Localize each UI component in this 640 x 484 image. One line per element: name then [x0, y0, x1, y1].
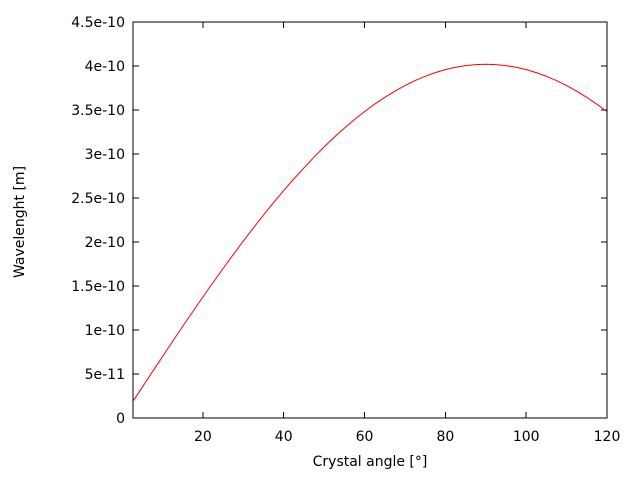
y-tick-label: 5e-11 — [85, 367, 125, 383]
y-tick-label: 2.5e-10 — [71, 191, 125, 207]
tick-marks — [133, 21, 608, 419]
x-tick-label: 60 — [356, 429, 374, 445]
y-tick-label: 1.5e-10 — [71, 279, 125, 295]
y-tick-label: 4e-10 — [85, 59, 125, 75]
x-tick-label: 100 — [513, 429, 540, 445]
y-axis-title: Wavelenght [m] — [12, 166, 28, 278]
x-tick-label: 120 — [594, 429, 621, 445]
series-lines — [132, 63, 608, 402]
tick-labels: 20 40 60 80 100 120 0 5e-11 1e-10 1.5e-10 2e-10 2.5… — [71, 15, 620, 445]
x-axis-title: Crystal angle [°] — [313, 454, 428, 470]
y-tick-label: 2e-10 — [85, 235, 125, 251]
data-curve-wavelength-curve — [132, 63, 608, 402]
y-tick-label: 0 — [116, 411, 125, 427]
plot-frame — [132, 21, 608, 419]
x-tick-label: 80 — [436, 429, 454, 445]
plot-border — [132, 21, 608, 419]
x-tick-label: 20 — [194, 429, 212, 445]
y-tick-label: 3e-10 — [85, 147, 125, 163]
y-tick-label: 3.5e-10 — [71, 103, 125, 119]
y-tick-label: 4.5e-10 — [71, 15, 125, 31]
x-tick-label: 40 — [275, 429, 293, 445]
y-tick-label: 1e-10 — [85, 323, 125, 339]
